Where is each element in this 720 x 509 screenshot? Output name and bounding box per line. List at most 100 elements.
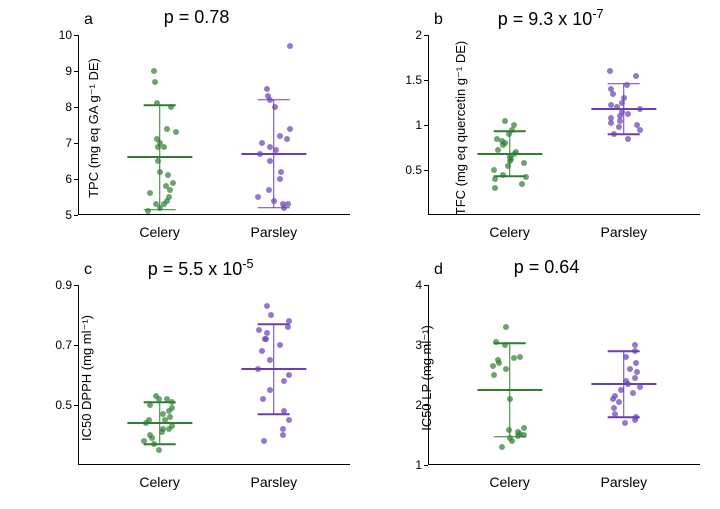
y-tick-label: 9	[20, 64, 78, 78]
panel-label: a	[84, 11, 93, 29]
y-tick-label: 1.5	[370, 73, 428, 87]
error-cap	[493, 342, 526, 344]
y-tick-mark	[424, 405, 428, 406]
data-point	[280, 426, 286, 432]
error-cap	[608, 133, 641, 135]
data-point	[503, 324, 509, 330]
y-tick-mark	[424, 125, 428, 126]
data-point	[259, 348, 265, 354]
data-point	[277, 342, 283, 348]
y-axis-label: TFC (mg eq quercetin g⁻¹ DE)	[453, 40, 469, 214]
data-point	[267, 357, 273, 363]
data-point	[160, 411, 166, 417]
data-point	[286, 372, 292, 378]
y-tick-label: 2	[370, 398, 428, 412]
data-point	[167, 414, 173, 420]
data-point	[164, 126, 170, 132]
data-point	[284, 136, 290, 142]
x-category-label: Celery	[139, 224, 179, 240]
error-cap	[143, 401, 176, 403]
data-point	[494, 136, 500, 142]
error-cap	[258, 323, 291, 325]
y-tick-label: 7	[20, 136, 78, 150]
y-tick-label: 3	[370, 338, 428, 352]
y-tick-mark	[74, 285, 78, 286]
data-point	[633, 360, 639, 366]
data-point	[285, 324, 291, 330]
y-tick-label: 5	[20, 208, 78, 222]
error-cap	[258, 207, 291, 209]
data-point	[160, 426, 166, 432]
data-point	[608, 86, 614, 92]
p-value-text: p = 0.78	[164, 7, 230, 28]
data-point	[286, 417, 292, 423]
mean-line	[241, 153, 306, 155]
data-point	[170, 180, 176, 186]
data-point	[259, 140, 265, 146]
data-point	[616, 399, 622, 405]
x-category-label: Parsley	[600, 224, 647, 240]
y-tick-label: 0.5	[20, 398, 78, 412]
panel-d: dp = 0.64IC50 LP (mg ml⁻¹)1234CeleryPars…	[370, 255, 710, 500]
data-point	[256, 327, 262, 333]
data-point	[151, 68, 157, 74]
data-point	[166, 194, 172, 200]
data-point	[277, 133, 283, 139]
x-category-label: Celery	[489, 474, 529, 490]
data-point	[165, 172, 171, 178]
data-point	[287, 126, 293, 132]
y-tick-mark	[424, 80, 428, 81]
p-value-text: p = 0.64	[514, 257, 580, 278]
mean-line	[127, 422, 192, 424]
y-tick-label: 1	[370, 118, 428, 132]
figure-container: ap = 0.78TPC (mg eq GA g⁻¹ DE)5678910Cel…	[0, 0, 720, 509]
data-point	[147, 402, 153, 408]
data-point	[611, 405, 617, 411]
data-point	[147, 190, 153, 196]
y-tick-mark	[424, 345, 428, 346]
error-cap	[493, 436, 526, 438]
error-cap	[608, 83, 641, 85]
data-point	[634, 369, 640, 375]
data-point	[255, 194, 261, 200]
y-tick-mark	[74, 215, 78, 216]
mean-line	[241, 368, 306, 370]
y-tick-label: 2	[370, 28, 428, 42]
y-tick-label: 10	[20, 28, 78, 42]
data-point	[163, 183, 169, 189]
y-axis	[78, 35, 79, 215]
data-point	[491, 167, 497, 173]
x-axis	[428, 464, 700, 465]
data-point	[278, 169, 284, 175]
data-point	[287, 43, 293, 49]
y-axis-label: IC50 DPPH (mg ml⁻¹)	[79, 314, 95, 440]
data-point	[152, 79, 158, 85]
data-point	[634, 122, 640, 128]
data-point	[515, 429, 521, 435]
error-cap	[143, 104, 176, 106]
data-point	[266, 187, 272, 193]
mean-line	[591, 383, 656, 385]
data-point	[281, 378, 287, 384]
data-point	[502, 118, 508, 124]
data-point	[495, 357, 501, 363]
y-tick-label: 6	[20, 172, 78, 186]
data-point	[280, 432, 286, 438]
x-axis	[78, 464, 350, 465]
y-tick-label: 8	[20, 100, 78, 114]
error-cap	[608, 350, 641, 352]
y-tick-label: 4	[370, 278, 428, 292]
data-point	[608, 120, 614, 126]
data-point	[627, 366, 633, 372]
data-point	[632, 342, 638, 348]
panel-label: c	[84, 261, 92, 279]
data-point	[625, 111, 631, 117]
panel-label: d	[434, 261, 443, 279]
error-cap	[608, 416, 641, 418]
mean-line	[127, 156, 192, 158]
y-tick-mark	[74, 179, 78, 180]
data-point	[263, 336, 269, 342]
x-category-label: Celery	[489, 224, 529, 240]
data-point	[616, 124, 622, 130]
data-point	[267, 158, 273, 164]
